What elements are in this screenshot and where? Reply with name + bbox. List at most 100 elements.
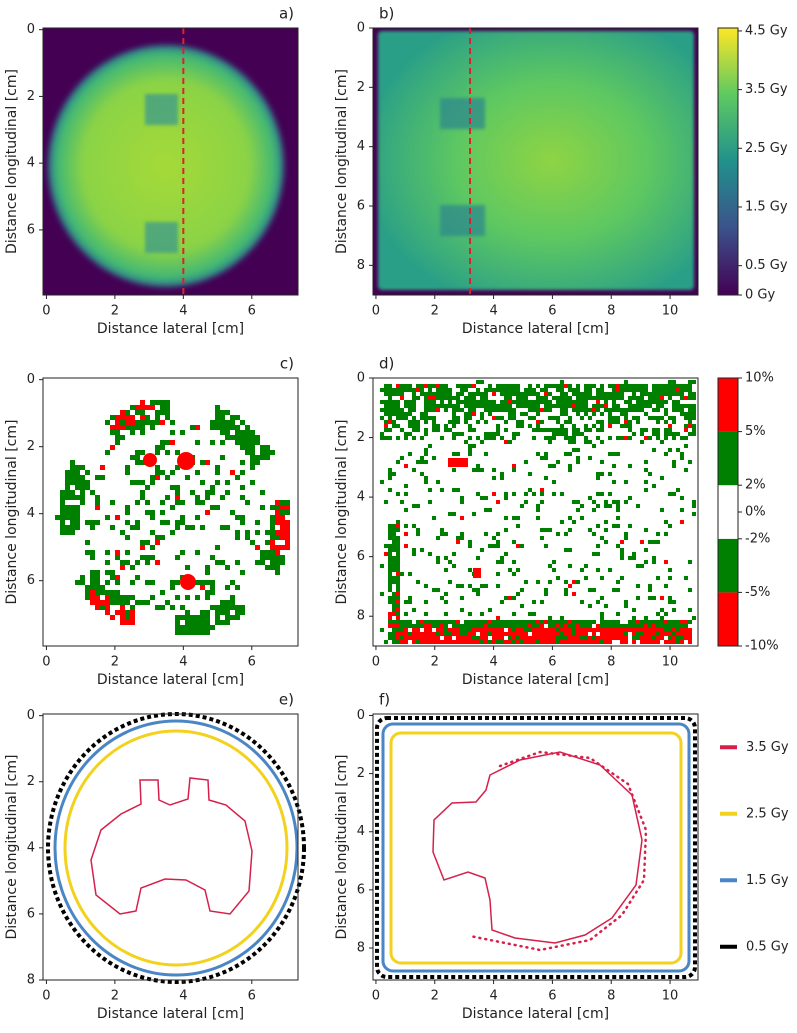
heatmap-cell <box>412 468 416 472</box>
heatmap-cell <box>404 464 408 468</box>
heatmap-cell <box>660 608 664 612</box>
heatmap-cell <box>656 384 660 388</box>
heatmap-cell <box>160 520 165 525</box>
heatmap-cell <box>588 528 592 532</box>
heatmap-cell <box>155 445 160 450</box>
heatmap-cell <box>688 392 692 396</box>
heatmap-cell <box>400 632 404 636</box>
heatmap-cell <box>468 612 472 616</box>
heatmap-cell <box>652 596 656 600</box>
heatmap-cell <box>270 530 275 535</box>
heatmap-cell <box>568 636 572 640</box>
heatmap-cell <box>432 620 436 624</box>
heatmap-cell <box>672 628 676 632</box>
heatmap-cell <box>612 632 616 636</box>
heatmap-cell <box>396 568 400 572</box>
heatmap-cell <box>556 576 560 580</box>
heatmap-cell <box>624 424 628 428</box>
heatmap-cell <box>648 624 652 628</box>
heatmap-cell <box>512 596 516 600</box>
contour-line <box>375 716 697 979</box>
heatmap-cell <box>496 540 500 544</box>
heatmap-cell <box>628 436 632 440</box>
heatmap-cell <box>416 528 420 532</box>
heatmap-cell <box>444 628 448 632</box>
heatmap-cell <box>85 550 90 555</box>
heatmap-cell <box>250 455 255 460</box>
heatmap-cell <box>404 404 408 408</box>
heatmap-cell <box>488 628 492 632</box>
heatmap-cell <box>155 605 160 610</box>
heatmap-cell <box>552 480 556 484</box>
heatmap-cell <box>70 515 75 520</box>
heatmap-cell <box>285 505 290 510</box>
heatmap-cell <box>644 632 648 636</box>
heatmap-cell <box>240 445 245 450</box>
heatmap-cell <box>656 632 660 636</box>
heatmap-cell <box>668 424 672 428</box>
heatmap-cell <box>680 452 684 456</box>
heatmap-cell <box>668 392 672 396</box>
heatmap-cell <box>65 485 70 490</box>
heatmap-cell <box>568 640 572 644</box>
heatmap-cell <box>508 396 512 400</box>
heatmap-cell <box>640 620 644 624</box>
heatmap-cell <box>532 408 536 412</box>
heatmap-cell <box>636 636 640 640</box>
heatmap-cell <box>140 555 145 560</box>
heatmap-cell <box>452 436 456 440</box>
heatmap-cell <box>560 428 564 432</box>
heatmap-cell <box>160 440 165 445</box>
heatmap-cell <box>688 636 692 640</box>
heatmap-cell <box>688 560 692 564</box>
heatmap-cell <box>265 530 270 535</box>
x-tick-label: 0 <box>372 304 380 319</box>
heatmap-cell <box>588 392 592 396</box>
heatmap-cell <box>285 535 290 540</box>
heatmap-cell <box>680 388 684 392</box>
heatmap-cell <box>396 616 400 620</box>
heatmap-cell <box>580 640 584 644</box>
heatmap-cell <box>424 628 428 632</box>
heatmap-cell <box>456 432 460 436</box>
heatmap-cell <box>672 608 676 612</box>
heatmap-cell <box>428 552 432 556</box>
heatmap-cell <box>568 624 572 628</box>
heatmap-cell <box>600 492 604 496</box>
heatmap-cell <box>576 628 580 632</box>
heatmap-cell <box>596 492 600 496</box>
heatmap-cell <box>516 516 520 520</box>
heatmap-cell <box>215 470 220 475</box>
heatmap-cell <box>396 460 400 464</box>
heatmap-cell <box>150 510 155 515</box>
heatmap-cell <box>636 396 640 400</box>
heatmap-cell <box>436 424 440 428</box>
heatmap-cell <box>285 510 290 515</box>
heatmap-cell <box>400 428 404 432</box>
heatmap-cell <box>416 624 420 628</box>
heatmap-cell <box>636 408 640 412</box>
axes-frame <box>372 27 699 296</box>
heatmap-cell <box>680 636 684 640</box>
heatmap-cell <box>388 572 392 576</box>
heatmap-cell <box>388 524 392 528</box>
heatmap-cell <box>130 605 135 610</box>
heatmap-cell <box>95 570 100 575</box>
heatmap-cell <box>392 576 396 580</box>
heatmap-cell <box>652 388 656 392</box>
heatmap-cell <box>488 624 492 628</box>
heatmap-cell <box>140 540 145 545</box>
heatmap-cell <box>440 488 444 492</box>
heatmap-cell <box>404 600 408 604</box>
heatmap-cell <box>412 524 416 528</box>
heatmap-cell <box>195 500 200 505</box>
heatmap-cell <box>632 404 636 408</box>
heatmap-cell <box>568 416 572 420</box>
heatmap-cell <box>500 560 504 564</box>
heatmap-cell <box>265 565 270 570</box>
heatmap-cell <box>588 384 592 388</box>
heatmap-cell <box>492 628 496 632</box>
heatmap-cell <box>245 530 250 535</box>
heatmap-cell <box>612 636 616 640</box>
heatmap-cell <box>185 630 190 635</box>
